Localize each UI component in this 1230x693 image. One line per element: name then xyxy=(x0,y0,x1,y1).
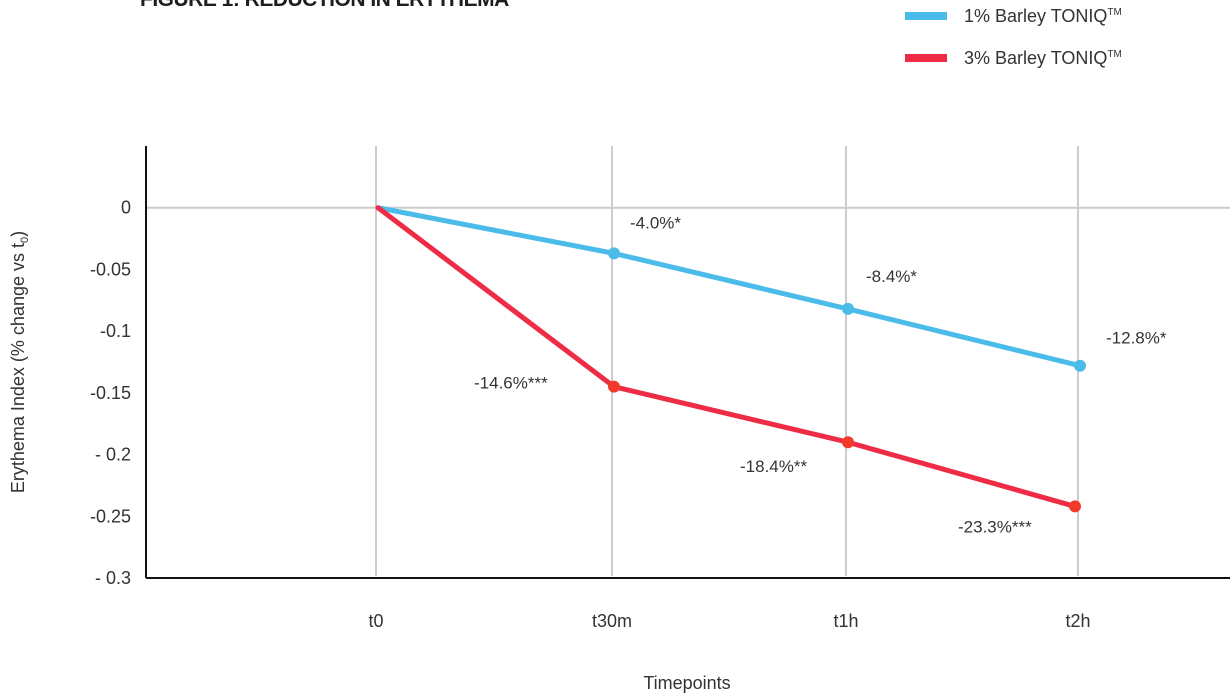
y-tick-label: -0.05 xyxy=(90,259,131,279)
series-line-1 xyxy=(375,205,1083,369)
x-axis-title: Timepoints xyxy=(643,673,730,693)
data-label-2-t30m: -14.6%*** xyxy=(474,374,548,393)
y-tick-label: - 0.2 xyxy=(95,445,131,465)
x-tick-label-t1h: t1h xyxy=(833,611,858,631)
legend-item-1pct: 1% Barley TONIQTM xyxy=(905,6,1122,26)
x-tick-label-t30m: t30m xyxy=(592,611,632,631)
data-point-1-t2h xyxy=(1074,359,1086,372)
axes xyxy=(145,146,1230,579)
legend-swatch-blue xyxy=(905,12,947,20)
y-axis-title: Erythema Index (% change vs t0) xyxy=(8,231,31,493)
data-point-2-t30m xyxy=(608,380,620,393)
y-tick-label: -0.15 xyxy=(90,383,131,403)
data-label-2-t2h: -23.3%*** xyxy=(958,517,1032,536)
legend: 1% Barley TONIQTM 3% Barley TONIQTM xyxy=(905,6,1122,90)
y-tick-label: 0 xyxy=(121,198,131,218)
y-tick-label: - 0.3 xyxy=(95,568,131,588)
data-label-1-t1h: -8.4%* xyxy=(866,267,917,286)
legend-label-3pct: 3% Barley TONIQTM xyxy=(964,47,1122,68)
data-label-1-t30m: -4.0%* xyxy=(630,213,681,232)
x-tick-label-t2h: t2h xyxy=(1065,611,1090,631)
tick-labels: 0 -0.05 -0.1 -0.15 - 0.2 -0.25 - 0.3 t0 t30m t1h t… xyxy=(90,198,1091,631)
data-point-1-t1h xyxy=(842,302,854,315)
legend-label-1pct: 1% Barley TONIQTM xyxy=(964,5,1122,26)
data-point-2-t2h xyxy=(1069,500,1081,513)
series-line-2 xyxy=(375,205,1078,509)
data-point-1-t30m xyxy=(608,247,620,260)
legend-swatch-red xyxy=(905,54,947,62)
chart-title: FIGURE 1: REDUCTION IN ERYTHEMA xyxy=(140,0,509,12)
y-tick-label: -0.25 xyxy=(90,506,131,526)
data-labels: -4.0%* -8.4%* -12.8%* -14.6%*** -18.4%** -23.… xyxy=(474,213,1167,536)
x-tick-label-t0: t0 xyxy=(368,611,383,631)
data-point-2-t1h xyxy=(842,436,854,449)
legend-item-3pct: 3% Barley TONIQTM xyxy=(905,48,1122,68)
data-label-2-t1h: -18.4%** xyxy=(740,457,807,476)
series-lines xyxy=(375,205,1086,513)
data-label-1-t2h: -12.8%* xyxy=(1106,329,1167,348)
y-tick-label: -0.1 xyxy=(100,321,131,341)
